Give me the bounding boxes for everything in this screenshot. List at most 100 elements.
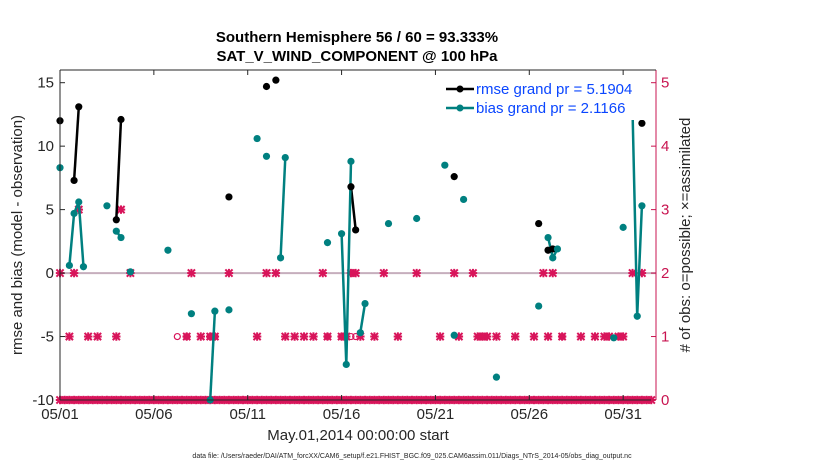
assimilated-obs-marker (196, 332, 206, 341)
assimilated-obs-marker (510, 332, 520, 341)
bias-point (413, 214, 421, 223)
y-tick-label: -5 (41, 329, 54, 346)
assimilated-obs-marker (69, 268, 79, 278)
bias-point (276, 254, 285, 262)
rmse-point (75, 103, 83, 111)
bias-point (535, 302, 543, 310)
assimilated-obs-marker (449, 268, 459, 278)
bias-point (384, 219, 393, 228)
x-tick-label: 05/26 (511, 406, 549, 423)
assimilated-obs-marker (435, 332, 445, 341)
assimilated-obs-marker (290, 332, 299, 341)
bias-point (361, 299, 369, 308)
assimilated-obs-marker (323, 332, 332, 341)
y-right-tick-label: 0 (661, 392, 669, 409)
rmse-point (262, 82, 271, 91)
assimilated-obs-marker (379, 268, 389, 278)
bias-point (492, 373, 501, 381)
rmse-line-segment (349, 186, 357, 231)
rmse-point (272, 76, 280, 84)
assimilated-obs-marker (83, 332, 93, 341)
bias-point (65, 261, 73, 270)
bias-point (262, 152, 271, 160)
assimilated-obs-marker (529, 332, 539, 341)
bias-point (164, 246, 172, 254)
assimilated-obs-marker (116, 205, 126, 214)
chart-title-line1: Southern Hemisphere 56 / 60 = 93.333% (216, 29, 498, 46)
assimilated-obs-marker (280, 332, 290, 341)
bias-point (553, 245, 562, 253)
bias-point (633, 312, 641, 320)
bias-point (619, 223, 627, 231)
bias-point (638, 202, 646, 210)
legend-box (440, 76, 650, 120)
chart-title-line2: SAT_V_WIND_COMPONENT @ 100 hPa (216, 48, 498, 65)
rmse-point (225, 193, 233, 201)
assimilated-obs-marker (370, 332, 379, 341)
bias-point (103, 202, 111, 210)
legend-bias-marker (456, 104, 464, 112)
bias-point (337, 230, 346, 238)
assimilated-obs-marker (482, 332, 492, 341)
tick-layer: 05/01 05/06 05/11 05/16 05/21 05/26 05/31 -10 -5… (32, 70, 669, 423)
bias-point (544, 233, 552, 242)
rmse-point (117, 115, 125, 124)
rmse-point (450, 173, 458, 181)
y-right-tick-label: 4 (661, 138, 669, 155)
rmse-point (347, 183, 355, 191)
bias-point (70, 209, 78, 218)
y-right-axis-label: # of obs: o=possible; ×=assimilated (677, 118, 694, 353)
legend-bias-label: bias grand pr = 2.1166 (476, 100, 625, 117)
x-tick-label: 05/16 (323, 406, 361, 423)
assimilated-obs-marker (309, 332, 318, 341)
bias-point (323, 239, 332, 247)
assimilated-obs-marker (618, 332, 628, 341)
y-right-tick-label: 2 (661, 265, 669, 282)
assimilated-obs-marker (543, 332, 553, 341)
bias-point (79, 263, 88, 271)
rmse-point (638, 119, 646, 127)
bias-point (75, 198, 83, 206)
assimilated-obs-marker (590, 332, 600, 341)
x-tick-label: 05/31 (604, 406, 642, 423)
x-axis-label: May.01,2014 00:00:00 start (267, 427, 449, 444)
assimilated-obs-marker (318, 268, 328, 278)
data-file-footer: data file: /Users/raeder/DAI/ATM_forcXX/… (192, 453, 632, 460)
bias-point (253, 134, 261, 143)
rmse-point (535, 219, 543, 228)
legend-rmse-marker (456, 85, 464, 93)
assimilated-obs-marker (224, 268, 234, 278)
assimilated-obs-marker (548, 268, 558, 278)
x-tick-label: 05/06 (135, 406, 173, 423)
y-right-tick-label: 1 (661, 329, 669, 346)
bias-line-segment (359, 303, 367, 333)
y-right-tick-label: 5 (661, 75, 669, 92)
axes-layer (59, 69, 657, 401)
bias-line-segment (68, 200, 85, 267)
assimilated-obs-marker (187, 268, 196, 278)
x-tick-label: 05/21 (417, 406, 455, 423)
bias-point (347, 157, 355, 165)
assimilated-obs-marker (557, 332, 567, 341)
bias-point (549, 254, 557, 262)
bias-point (450, 331, 458, 339)
bias-point (211, 307, 219, 315)
bias-point (342, 360, 350, 369)
assimilated-obs-marker (468, 268, 478, 278)
rmse-point (70, 176, 78, 185)
bias-point (117, 233, 125, 242)
bias-point (225, 306, 233, 314)
assimilated-obs-marker (112, 332, 121, 341)
x-tick-label: 05/01 (41, 406, 79, 423)
bias-point (441, 161, 449, 169)
series-marker-layer (56, 76, 646, 404)
assimilated-obs-marker (576, 332, 586, 341)
bias-point (187, 310, 196, 318)
possible-obs-marker (173, 332, 181, 341)
assimilated-obs-marker (351, 268, 360, 278)
bias-point (610, 334, 618, 342)
rmse-point (112, 216, 120, 224)
bias-point (112, 227, 120, 235)
rmse-line-segment (115, 119, 123, 220)
